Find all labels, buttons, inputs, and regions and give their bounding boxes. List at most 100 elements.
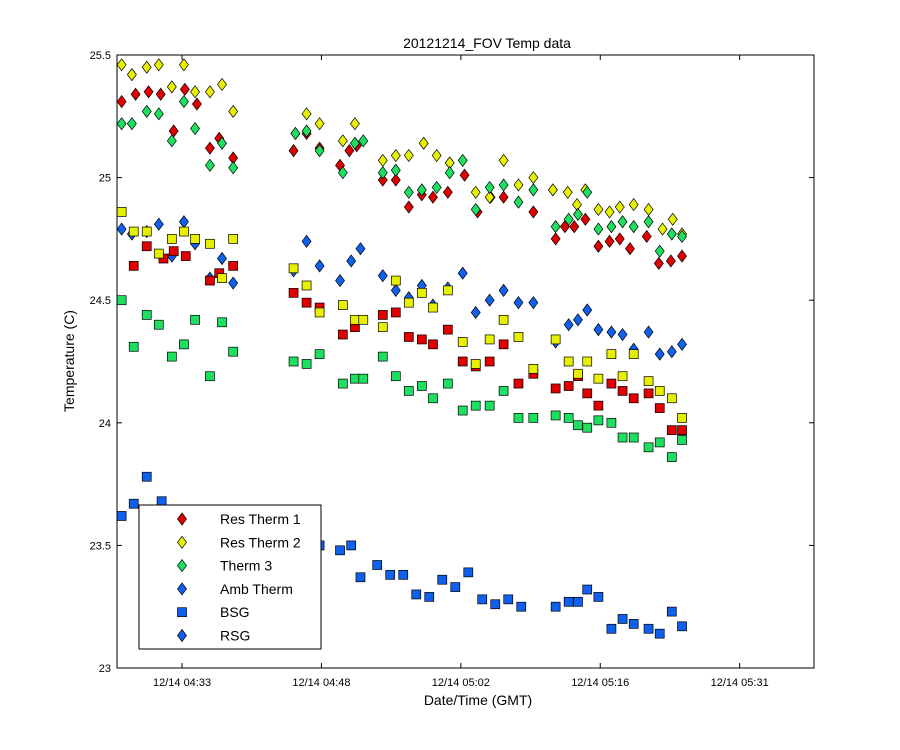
data-point xyxy=(416,183,427,197)
data-point xyxy=(403,148,414,163)
data-point xyxy=(350,314,360,325)
data-point xyxy=(484,190,495,204)
legend-label: BSG xyxy=(220,604,250,620)
x-tick-label: 12/14 05:16 xyxy=(571,677,629,689)
data-point xyxy=(573,368,583,379)
data-point xyxy=(390,371,401,382)
data-point xyxy=(442,378,453,389)
data-point xyxy=(344,144,355,158)
data-point xyxy=(128,498,139,509)
data-point xyxy=(550,232,561,246)
data-point xyxy=(377,310,388,320)
data-point xyxy=(156,496,167,507)
data-point xyxy=(654,403,665,413)
data-point xyxy=(666,606,677,617)
data-point xyxy=(180,251,191,261)
data-point xyxy=(217,136,227,150)
data-point xyxy=(190,234,200,244)
data-point xyxy=(416,334,427,345)
data-point xyxy=(116,207,127,217)
data-point xyxy=(153,248,164,259)
data-point xyxy=(116,58,127,72)
data-point xyxy=(403,297,414,308)
data-point xyxy=(418,136,429,150)
data-point xyxy=(617,432,628,443)
data-point xyxy=(337,378,348,389)
data-point xyxy=(459,168,470,182)
data-point xyxy=(411,589,422,600)
data-point xyxy=(141,471,152,482)
data-point xyxy=(457,153,468,168)
data-point xyxy=(377,166,388,180)
series-3 xyxy=(116,215,687,361)
data-point xyxy=(217,317,227,328)
data-point xyxy=(528,205,539,219)
legend-marker xyxy=(177,535,187,549)
data-point xyxy=(390,307,401,318)
data-point xyxy=(498,386,509,396)
data-point xyxy=(628,197,639,212)
data-point xyxy=(228,346,239,357)
data-point xyxy=(498,153,509,168)
data-point xyxy=(498,283,509,297)
data-point xyxy=(617,327,628,342)
data-point xyxy=(116,95,127,109)
data-point xyxy=(228,276,239,290)
data-point xyxy=(358,314,369,325)
data-point xyxy=(653,256,664,271)
data-point xyxy=(643,388,654,399)
data-point xyxy=(116,295,127,306)
data-point xyxy=(677,229,687,244)
data-point xyxy=(141,104,152,118)
data-point xyxy=(457,337,468,347)
data-point xyxy=(390,283,401,297)
data-point xyxy=(470,305,481,320)
data-point xyxy=(643,376,654,386)
data-point xyxy=(666,227,677,241)
data-point xyxy=(337,134,348,148)
data-point xyxy=(628,432,639,443)
data-point xyxy=(628,220,639,234)
data-point xyxy=(490,599,501,610)
data-point xyxy=(349,117,360,131)
data-point xyxy=(288,287,299,298)
data-point xyxy=(677,425,687,436)
data-point xyxy=(593,592,604,602)
data-point xyxy=(563,212,574,226)
legend-marker xyxy=(177,512,187,526)
data-point xyxy=(390,148,401,163)
data-point xyxy=(350,373,360,384)
y-tick-label: 23.5 xyxy=(90,540,111,552)
data-point xyxy=(385,569,396,580)
data-point xyxy=(573,596,583,607)
data-point xyxy=(606,623,617,634)
data-point xyxy=(677,337,687,351)
data-point xyxy=(377,351,388,362)
data-point xyxy=(503,594,514,605)
data-point xyxy=(128,226,139,237)
legend-box xyxy=(138,504,322,650)
data-point xyxy=(178,58,189,72)
data-point xyxy=(403,386,414,396)
data-point xyxy=(166,134,177,148)
legend-label: RSG xyxy=(220,628,250,644)
data-point xyxy=(431,180,442,194)
data-point xyxy=(666,345,677,359)
data-point xyxy=(666,452,677,462)
data-point xyxy=(301,297,312,308)
data-point xyxy=(190,85,201,99)
data-point xyxy=(377,173,388,187)
x-tick-label: 12/14 04:48 xyxy=(292,677,350,689)
data-point xyxy=(573,207,583,221)
legend-marker xyxy=(177,582,187,596)
data-point xyxy=(606,417,617,428)
data-point xyxy=(141,60,152,74)
chart-title: 20121214_FOV Temp data xyxy=(403,35,571,51)
data-marks xyxy=(116,58,687,639)
data-point xyxy=(178,95,189,109)
data-point xyxy=(573,313,583,327)
data-point xyxy=(355,572,366,583)
data-point xyxy=(582,422,593,433)
data-point xyxy=(358,373,369,384)
data-point xyxy=(498,178,509,192)
